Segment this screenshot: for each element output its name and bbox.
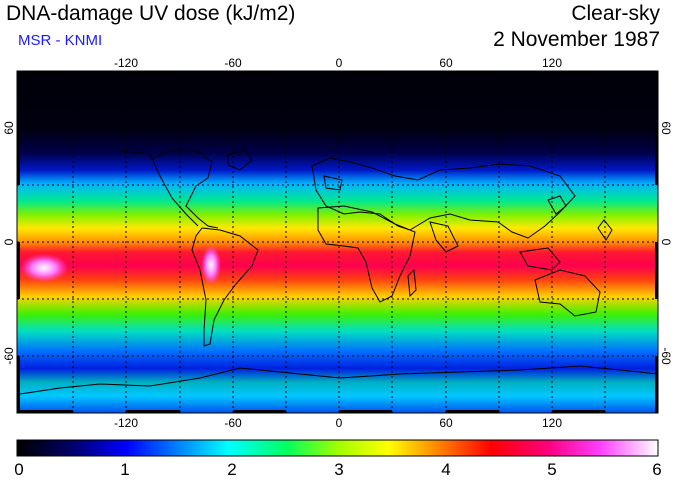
colorbar — [17, 440, 658, 456]
colorbar-tick-0: 0 — [14, 460, 23, 479]
lon-tick-top-4: 60 — [439, 56, 453, 70]
lon-tick-top-3: 0 — [336, 56, 343, 70]
lon-tick-bottom-4: 60 — [439, 416, 453, 430]
source-label: MSR - KNMI — [18, 32, 103, 49]
colorbar-tick-6: 6 — [652, 460, 661, 479]
lat-tick-right-1: 60 — [659, 121, 673, 135]
sky-condition-label: Clear-sky — [571, 2, 660, 25]
colorbar-tick-5: 5 — [547, 460, 556, 479]
uv-hotspot-andes — [201, 245, 221, 285]
lat-tick-right-2: 0 — [659, 239, 673, 246]
lat-tick-right-3: -60 — [659, 347, 673, 365]
lat-tick-left-1: 60 — [2, 121, 16, 135]
lon-tick-top-1: -120 — [114, 56, 138, 70]
colorbar-tick-2: 2 — [227, 460, 236, 479]
map-border-marks — [17, 71, 658, 413]
lon-tick-bottom-3: 0 — [336, 416, 343, 430]
map-title: DNA-damage UV dose (kJ/m2) — [6, 2, 296, 25]
colorbar-tick-3: 3 — [334, 460, 343, 479]
lon-tick-bottom-5: 120 — [542, 416, 562, 430]
lon-tick-bottom-2: -60 — [224, 416, 242, 430]
lon-tick-top-2: -60 — [224, 56, 242, 70]
uv-hotspot-pacific — [20, 254, 68, 282]
lat-tick-left-3: -60 — [2, 347, 16, 365]
date-label: 2 November 1987 — [493, 28, 660, 51]
lon-tick-top-5: 120 — [542, 56, 562, 70]
lon-tick-bottom-1: -120 — [114, 416, 138, 430]
colorbar-tick-4: 4 — [441, 460, 450, 479]
graticule — [17, 71, 658, 413]
colorbar-tick-1: 1 — [120, 460, 129, 479]
colorbar-frame — [16, 439, 659, 457]
coastlines — [19, 149, 658, 395]
colorbar-ticks: 0 1 2 3 4 5 6 — [14, 460, 661, 479]
lat-tick-left-2: 0 — [2, 238, 16, 245]
